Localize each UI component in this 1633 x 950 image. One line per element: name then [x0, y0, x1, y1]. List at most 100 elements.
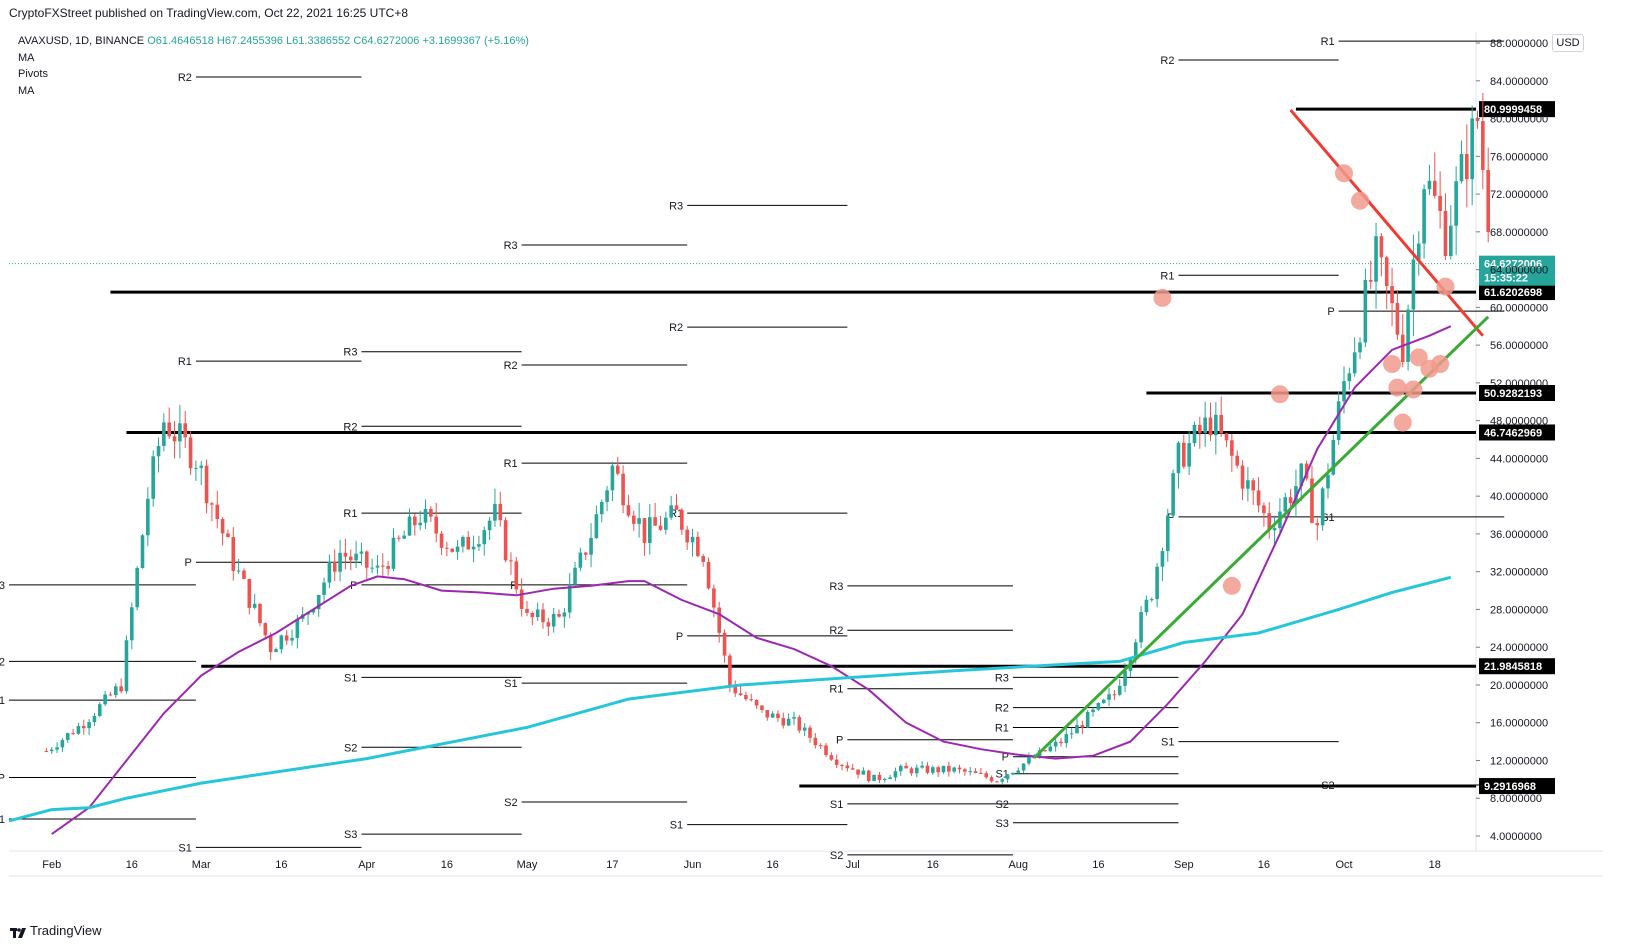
candle-body	[316, 594, 321, 610]
candle-body	[498, 503, 503, 521]
candle-body	[1208, 417, 1213, 436]
candle-body	[1416, 243, 1421, 260]
candle-body	[471, 546, 476, 550]
candle-body	[898, 765, 903, 772]
candle-body	[263, 623, 268, 636]
pivot-label: P	[1167, 512, 1174, 524]
low-value: L61.3386552	[286, 35, 351, 47]
candle-body	[1358, 342, 1362, 353]
candle-body	[279, 635, 284, 650]
candle-body	[1053, 741, 1058, 747]
candle-body	[92, 715, 97, 723]
high-value: H67.2455396	[216, 35, 283, 47]
candle-body	[1422, 189, 1426, 244]
trendline-green	[1033, 315, 1490, 759]
indicator-ma-1[interactable]: MA	[18, 51, 35, 64]
candle-body	[439, 533, 444, 548]
level-price-box	[1479, 101, 1555, 118]
candle-body	[1000, 779, 1005, 782]
candle-body	[274, 649, 278, 653]
candle-body	[1272, 528, 1277, 531]
level-price-label: 46.7462969	[1484, 427, 1542, 439]
x-tick-label: Sep	[1174, 859, 1194, 871]
currency-badge[interactable]: USD	[1552, 34, 1584, 52]
published-header: CryptoFXStreet published on TradingView.…	[9, 6, 408, 20]
candle-body	[802, 727, 807, 731]
candle-body	[1027, 757, 1031, 764]
brand-label: TradingView	[30, 923, 102, 938]
indicator-ma-2[interactable]: MA	[18, 84, 35, 97]
candle-body	[482, 530, 487, 545]
pivot-label: S3	[995, 818, 1008, 830]
candle-body	[1214, 414, 1218, 436]
candle-body	[252, 603, 257, 608]
candle-body	[1096, 703, 1101, 710]
pivot-label: R1	[0, 695, 5, 707]
pivot-label: R2	[829, 625, 843, 637]
candle-body	[493, 503, 497, 521]
candle-body	[1288, 497, 1293, 503]
candle-body	[135, 567, 139, 608]
candle-body	[557, 613, 561, 617]
candle-body	[327, 561, 332, 583]
candle-body	[931, 767, 935, 773]
touch-marker	[1153, 288, 1172, 307]
candle-body	[1475, 118, 1480, 122]
x-tick-label: 16	[275, 859, 287, 871]
candle-body	[348, 556, 353, 561]
tradingview-logo-icon	[10, 926, 26, 938]
pivot-label: P	[1002, 752, 1009, 764]
candle-body	[108, 694, 113, 696]
candle-body	[1262, 505, 1266, 514]
candle-body	[664, 517, 668, 530]
candle-body	[103, 694, 107, 705]
candle-body	[599, 501, 604, 515]
touch-marker	[1404, 380, 1423, 399]
y-tick-label: 44.0000000	[1490, 453, 1548, 465]
candle-body	[904, 765, 908, 769]
candle-body	[915, 767, 919, 774]
y-tick-label: 72.0000000	[1490, 189, 1548, 201]
y-tick-label: 24.0000000	[1490, 642, 1548, 654]
candle-body	[1048, 746, 1053, 752]
candle-body	[1454, 181, 1458, 226]
candle-body	[594, 514, 599, 539]
x-tick-label: Jul	[846, 859, 860, 871]
candle-body	[621, 473, 625, 506]
candle-body	[199, 465, 204, 468]
candle-body	[407, 516, 412, 536]
candle-body	[1486, 169, 1490, 233]
candle-body	[952, 767, 956, 772]
candle-body	[1021, 763, 1026, 771]
candle-body	[44, 751, 49, 753]
candle-body	[1224, 433, 1229, 441]
indicator-pivots[interactable]: Pivots	[18, 68, 48, 80]
candle-body	[690, 536, 695, 543]
candle-body	[204, 465, 209, 504]
candle-body	[658, 525, 663, 530]
pivot-label: R2	[1160, 55, 1174, 67]
candle-body	[696, 536, 700, 557]
candle-body	[744, 694, 748, 700]
moving-average-cyan	[8, 575, 1452, 823]
y-tick-label: 4.0000000	[1490, 831, 1542, 843]
y-tick-label: 84.0000000	[1490, 76, 1548, 88]
pivot-label: P	[836, 735, 843, 747]
candle-body	[605, 490, 609, 502]
candle-body	[989, 777, 994, 782]
pivot-label: R1	[504, 458, 518, 470]
candle-body	[1443, 210, 1448, 257]
level-price-label: 21.9845818	[1484, 661, 1542, 673]
candle-body	[1075, 725, 1079, 734]
candle-body	[455, 546, 460, 552]
pivot-label: S1	[504, 678, 517, 690]
candle-body	[1283, 497, 1288, 512]
candle-body	[776, 713, 780, 719]
candle-body	[979, 772, 983, 774]
candle-body	[834, 759, 839, 765]
touch-marker	[1409, 348, 1428, 367]
candle-body	[1299, 463, 1304, 487]
tradingview-brand[interactable]: TradingView	[10, 923, 102, 938]
candle-body	[284, 635, 289, 641]
